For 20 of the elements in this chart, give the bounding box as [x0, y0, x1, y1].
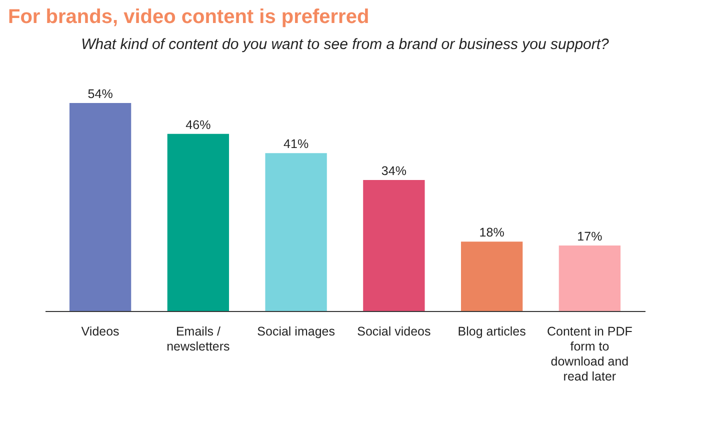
bar [363, 180, 425, 311]
bar [69, 103, 132, 311]
data-label: 34% [381, 164, 406, 178]
data-label: 41% [284, 137, 309, 152]
chart-title: For brands, video content is preferred [7, 5, 370, 30]
x-tick-label: Social videos [357, 324, 431, 338]
data-label: 46% [186, 118, 211, 132]
x-tick-label: Videos [81, 324, 120, 338]
data-label: 18% [479, 226, 504, 240]
bar [558, 246, 621, 311]
bar [460, 242, 523, 311]
bar [167, 134, 230, 311]
chart-subtitle: What kind of content do you want to see from a brand or business you support? [81, 36, 610, 53]
x-tick-label: Blog articles [458, 324, 526, 338]
x-tick-label: Social images [257, 324, 335, 338]
bar [265, 153, 327, 311]
data-label: 17% [577, 230, 602, 244]
data-label: 54% [88, 87, 113, 101]
x-tick-label: Content in PDF form to download and read later [546, 324, 633, 384]
x-tick-label: Emails / newsletters [166, 324, 230, 354]
